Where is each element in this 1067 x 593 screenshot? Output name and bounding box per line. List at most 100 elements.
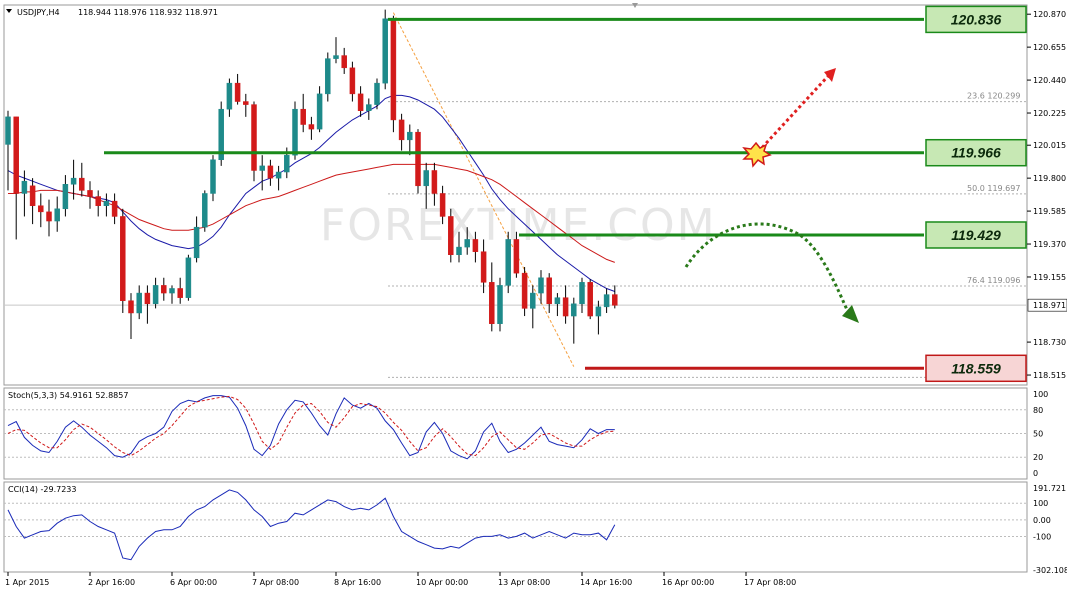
- candle[interactable]: [169, 285, 175, 304]
- chart-header: USDJPY,H4 118.944 118.976 118.932 118.97…: [6, 8, 218, 17]
- candle[interactable]: [513, 231, 520, 278]
- candle[interactable]: [54, 196, 60, 232]
- level-box-120.836[interactable]: 120.836: [925, 5, 1027, 34]
- candle[interactable]: [562, 285, 569, 324]
- candle[interactable]: [439, 185, 446, 225]
- candle[interactable]: [161, 277, 167, 301]
- candle[interactable]: [38, 193, 44, 228]
- candle[interactable]: [185, 254, 192, 301]
- candle[interactable]: [120, 208, 126, 313]
- candle[interactable]: [431, 162, 438, 206]
- candle[interactable]: [571, 297, 577, 344]
- candle-body: [308, 124, 315, 130]
- candle[interactable]: [62, 175, 69, 217]
- candle[interactable]: [210, 155, 216, 202]
- candlesticks[interactable]: [5, 9, 618, 344]
- candle[interactable]: [480, 239, 487, 294]
- candle[interactable]: [546, 273, 552, 313]
- candle[interactable]: [603, 288, 610, 313]
- candle[interactable]: [423, 162, 429, 209]
- x-tick-label: 1 Apr 2015: [5, 578, 49, 587]
- candle[interactable]: [521, 267, 528, 317]
- candle[interactable]: [95, 190, 101, 217]
- candle[interactable]: [5, 110, 11, 191]
- candle[interactable]: [177, 277, 183, 304]
- candle[interactable]: [275, 165, 282, 191]
- candle[interactable]: [415, 129, 421, 194]
- candle-body: [374, 82, 380, 105]
- dropdown-triangle-icon[interactable]: [6, 9, 12, 13]
- level-box-118.559[interactable]: 118.559: [925, 354, 1027, 383]
- candle[interactable]: [300, 93, 306, 133]
- candle-body: [546, 277, 552, 305]
- candle-body: [349, 67, 356, 95]
- candle[interactable]: [390, 15, 397, 133]
- candle[interactable]: [144, 285, 151, 324]
- candle[interactable]: [595, 300, 602, 335]
- candle[interactable]: [464, 227, 470, 255]
- candle[interactable]: [333, 37, 339, 64]
- candle[interactable]: [128, 293, 134, 340]
- candle[interactable]: [70, 159, 77, 200]
- candle[interactable]: [554, 293, 561, 317]
- candle[interactable]: [29, 178, 36, 225]
- candle[interactable]: [366, 98, 372, 120]
- level-box-119.429[interactable]: 119.429: [925, 221, 1027, 249]
- candle[interactable]: [21, 170, 28, 217]
- candle-body: [259, 165, 265, 171]
- candle[interactable]: [448, 208, 454, 263]
- candle[interactable]: [612, 285, 618, 309]
- candle[interactable]: [538, 270, 544, 304]
- candle[interactable]: [316, 86, 323, 133]
- candle[interactable]: [505, 231, 511, 294]
- candle[interactable]: [398, 113, 405, 151]
- candle[interactable]: [472, 231, 479, 263]
- candle[interactable]: [259, 155, 265, 191]
- level-box-119.966[interactable]: 119.966: [925, 138, 1027, 167]
- candle[interactable]: [111, 193, 118, 225]
- candle[interactable]: [325, 52, 331, 102]
- candle[interactable]: [374, 78, 380, 110]
- candle[interactable]: [497, 277, 503, 332]
- candle[interactable]: [456, 231, 462, 263]
- stochastic-panel[interactable]: Stoch(5,3,3) 54.9161 52.8857: [7, 391, 615, 460]
- candle[interactable]: [530, 285, 536, 329]
- candle[interactable]: [251, 101, 257, 182]
- candle-body: [46, 211, 52, 222]
- candle-body: [29, 185, 36, 206]
- candle[interactable]: [87, 181, 93, 209]
- candle[interactable]: [13, 116, 19, 240]
- candle[interactable]: [267, 159, 274, 186]
- candle-body: [70, 177, 77, 185]
- candle[interactable]: [292, 101, 298, 160]
- candle[interactable]: [587, 279, 593, 320]
- level-box-rect: [925, 138, 1027, 167]
- fibonacci-levels: 23.6 120.299 50.0 119.697 76.4 119.096: [388, 12, 1027, 378]
- candle[interactable]: [341, 47, 347, 74]
- candle[interactable]: [136, 285, 142, 320]
- candle[interactable]: [357, 86, 364, 117]
- candle[interactable]: [489, 262, 495, 332]
- level-box-label: 119.429: [951, 227, 1001, 243]
- candle[interactable]: [46, 199, 52, 237]
- candle[interactable]: [243, 93, 249, 117]
- candle[interactable]: [103, 193, 110, 217]
- candle[interactable]: [152, 277, 159, 309]
- candle[interactable]: [193, 216, 200, 263]
- candle[interactable]: [579, 277, 585, 313]
- candle[interactable]: [79, 162, 85, 197]
- candle[interactable]: [407, 124, 413, 156]
- candle-body: [161, 285, 167, 294]
- candle[interactable]: [234, 73, 241, 105]
- candle[interactable]: [382, 9, 388, 90]
- candle[interactable]: [308, 116, 315, 140]
- candle-body: [325, 58, 331, 95]
- candle[interactable]: [202, 190, 208, 232]
- cci-panel[interactable]: CCI(14) -29.7233: [7, 485, 616, 561]
- stoch-tick-label: 80: [1033, 406, 1043, 415]
- candle[interactable]: [349, 61, 356, 102]
- candle[interactable]: [218, 101, 224, 166]
- scroll-marker-icon[interactable]: [632, 3, 638, 8]
- candle[interactable]: [226, 78, 233, 117]
